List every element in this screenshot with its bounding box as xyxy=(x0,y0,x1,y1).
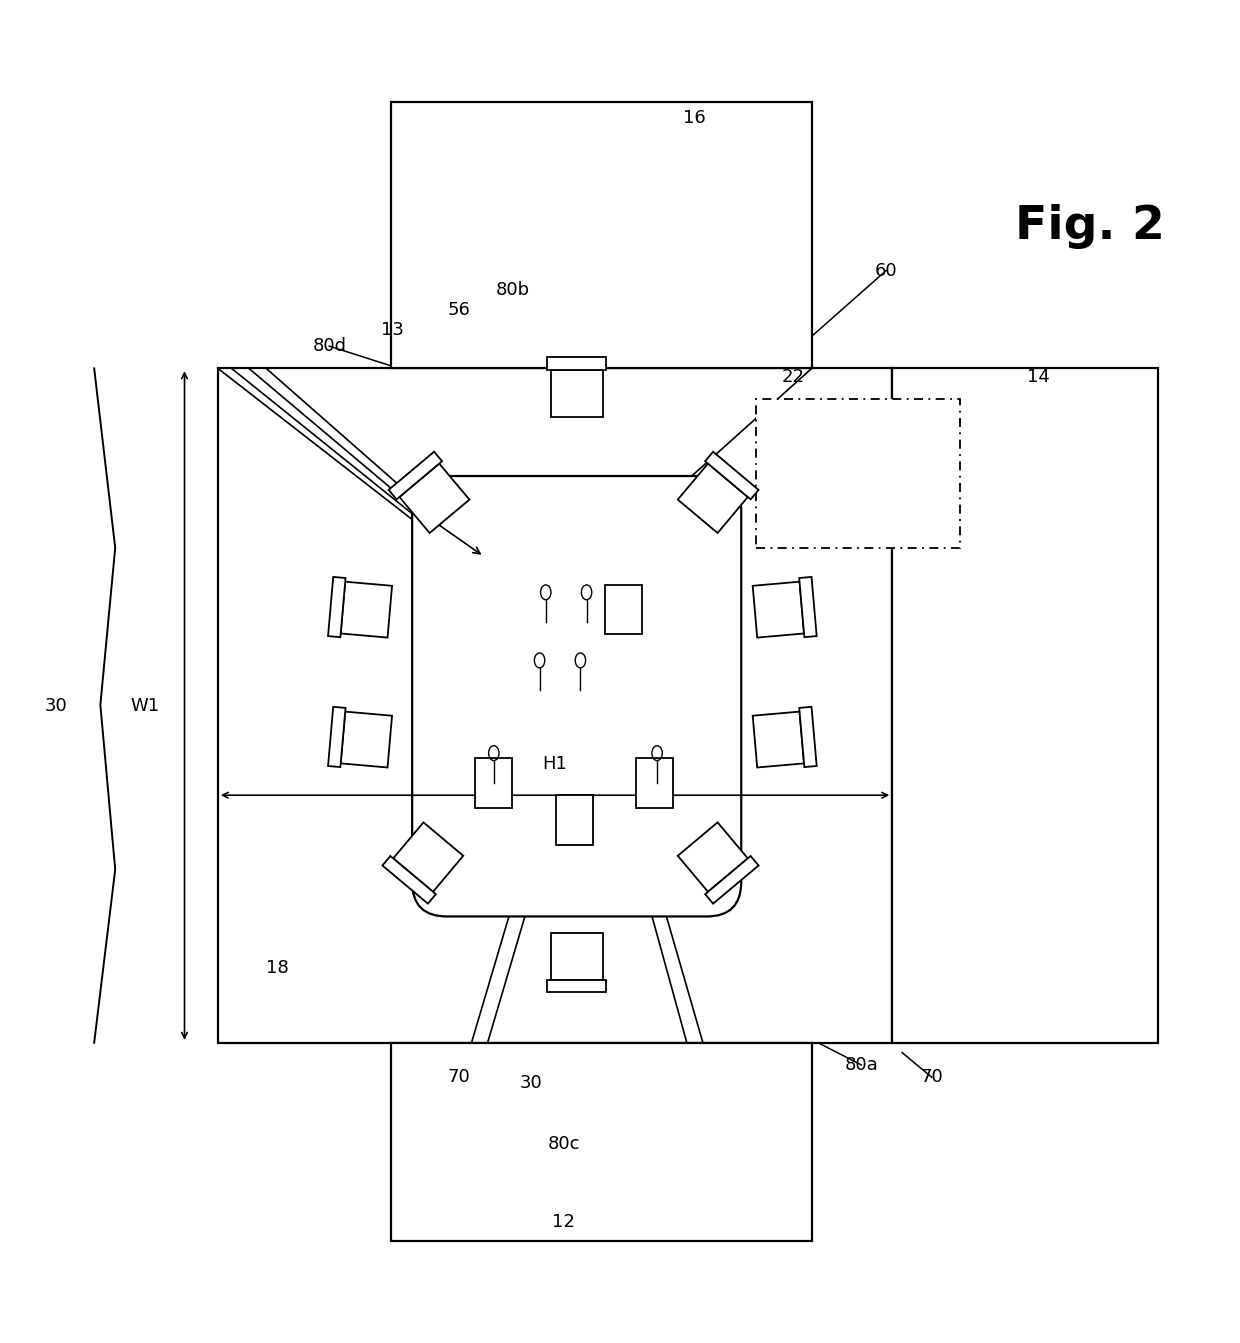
Bar xyxy=(636,757,673,807)
Polygon shape xyxy=(800,706,817,767)
Text: W1: W1 xyxy=(130,697,160,714)
Text: 22: 22 xyxy=(781,368,805,385)
Polygon shape xyxy=(388,451,441,500)
Text: 30: 30 xyxy=(45,697,67,714)
Text: H1: H1 xyxy=(543,755,568,774)
Polygon shape xyxy=(382,855,436,904)
Bar xyxy=(391,1042,812,1241)
Bar xyxy=(605,586,642,634)
Polygon shape xyxy=(341,712,392,767)
Bar xyxy=(475,757,512,807)
Polygon shape xyxy=(706,451,759,500)
Text: 60: 60 xyxy=(874,262,898,279)
Polygon shape xyxy=(393,822,464,892)
Text: 80d: 80d xyxy=(312,337,346,355)
Bar xyxy=(391,102,812,368)
Text: 70: 70 xyxy=(920,1068,944,1086)
Bar xyxy=(756,399,960,548)
Text: 70: 70 xyxy=(448,1068,470,1086)
Text: 18: 18 xyxy=(265,959,289,978)
Text: 16: 16 xyxy=(683,110,706,128)
Polygon shape xyxy=(551,369,603,416)
Polygon shape xyxy=(547,979,606,992)
Text: 80c: 80c xyxy=(548,1135,580,1154)
Polygon shape xyxy=(341,582,392,638)
Polygon shape xyxy=(678,822,748,892)
Polygon shape xyxy=(678,463,748,533)
Polygon shape xyxy=(547,357,606,369)
Polygon shape xyxy=(706,855,759,904)
Text: 56: 56 xyxy=(448,301,471,320)
Bar xyxy=(556,795,593,845)
Polygon shape xyxy=(551,932,603,979)
Polygon shape xyxy=(329,577,346,637)
Text: 14: 14 xyxy=(1027,368,1049,385)
Polygon shape xyxy=(399,463,470,533)
Text: Fig. 2: Fig. 2 xyxy=(1016,204,1166,248)
Polygon shape xyxy=(753,712,804,767)
Text: 13: 13 xyxy=(381,321,404,338)
Polygon shape xyxy=(753,582,804,638)
Bar xyxy=(893,368,1158,1042)
Text: 80b: 80b xyxy=(495,282,529,299)
Text: 80a: 80a xyxy=(844,1056,878,1074)
Text: 30: 30 xyxy=(520,1074,542,1092)
Polygon shape xyxy=(329,706,346,767)
Text: 12: 12 xyxy=(552,1213,574,1232)
Bar xyxy=(218,368,893,1042)
FancyBboxPatch shape xyxy=(412,475,742,916)
Polygon shape xyxy=(800,577,817,637)
